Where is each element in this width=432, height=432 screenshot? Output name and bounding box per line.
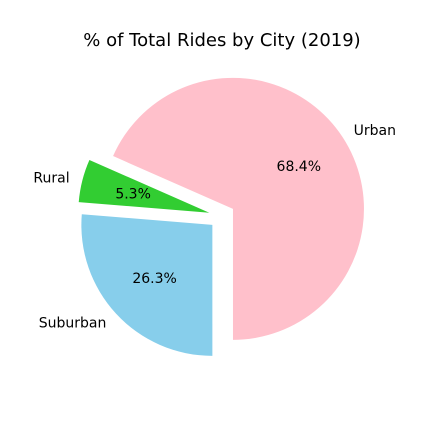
- pie-labels: Urban 68.4% Rural 5.3% Suburban 26.3%: [33, 123, 396, 331]
- slice-urban: [113, 77, 364, 340]
- slice-suburban: [81, 214, 213, 356]
- pct-label-suburban: 26.3%: [132, 271, 176, 287]
- pct-label-urban: 68.4%: [277, 159, 321, 175]
- pct-label-rural: 5.3%: [115, 186, 151, 202]
- chart-title: % of Total Rides by City (2019): [83, 30, 360, 51]
- slice-label-suburban: Suburban: [39, 316, 107, 332]
- pie-slices: [78, 77, 364, 356]
- slice-rural: [78, 160, 210, 213]
- slice-label-rural: Rural: [33, 170, 69, 186]
- slice-label-urban: Urban: [354, 123, 396, 139]
